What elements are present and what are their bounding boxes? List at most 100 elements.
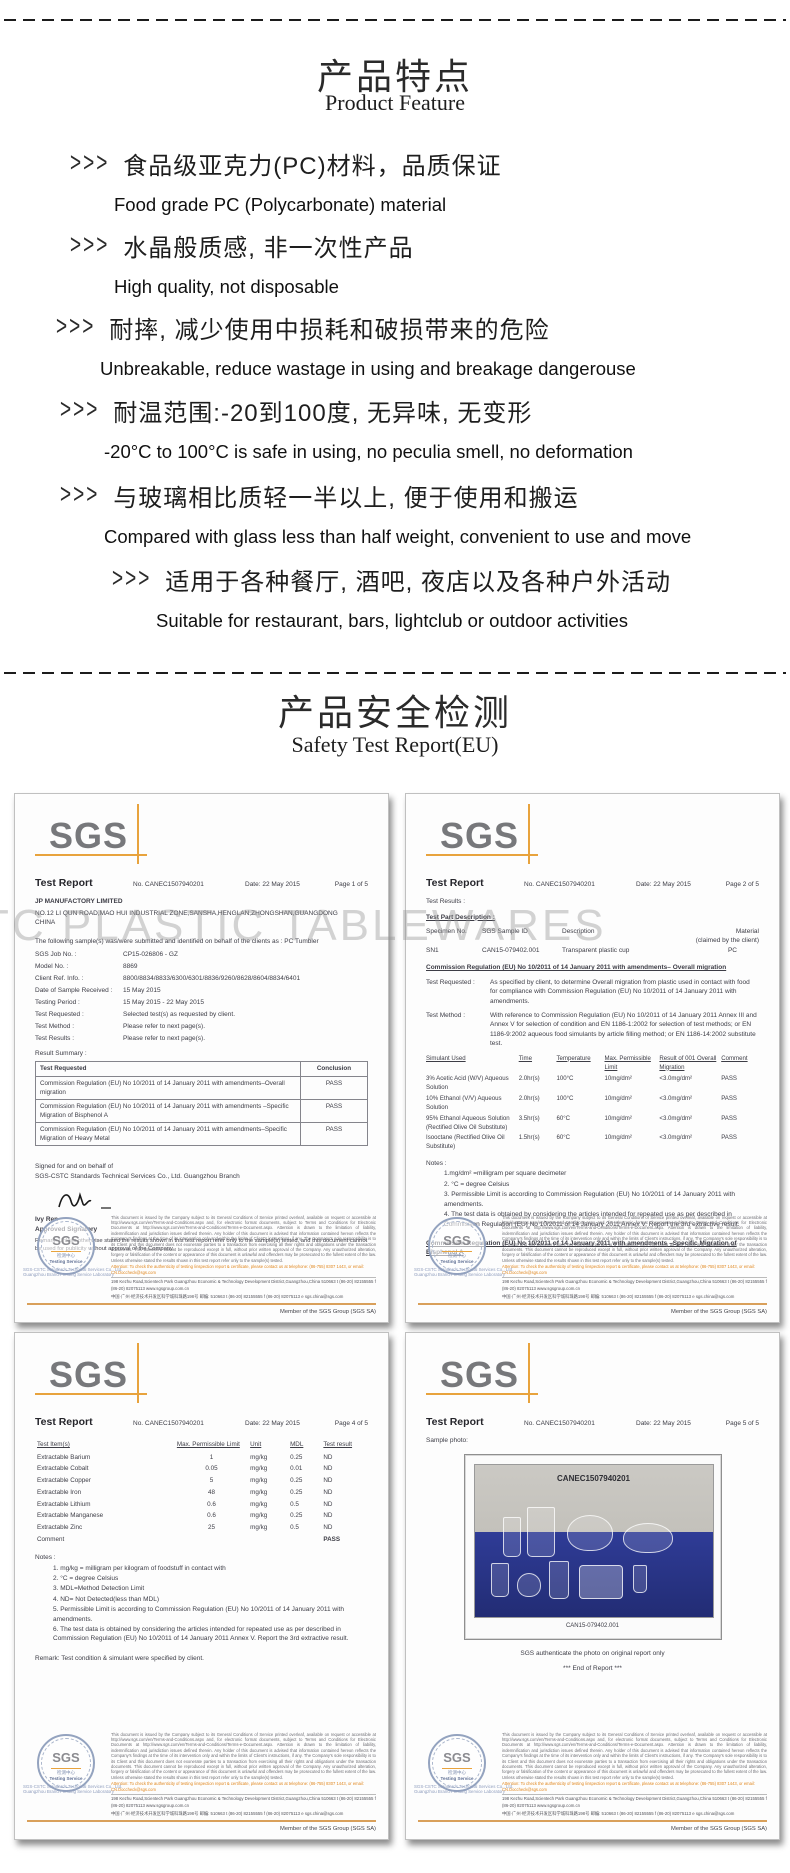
report-header: Test Report No. CANEC1507940201 Date: 22… <box>35 876 368 891</box>
glassware-shape <box>566 1514 613 1551</box>
glassware-shape <box>490 1562 509 1597</box>
logo-accent-line <box>137 804 139 864</box>
address-en: 198 Kezhu Road,Scientech Park Guangzhou … <box>502 1276 767 1292</box>
field-row: Test Results : Please refer to next page(… <box>35 1034 206 1042</box>
report-title: Test Report <box>426 877 484 889</box>
table-row: Extractable Cobalt 0.05 mg/kg 0.01 ND <box>37 1465 333 1473</box>
pass-value: PASS <box>721 1114 737 1122</box>
feature-item: >>> 水晶般质感, 非一次性产品 High quality, not dispo… <box>70 228 414 298</box>
glassware-shape <box>578 1564 623 1599</box>
feature-en: Compared with glass less than half weigh… <box>104 526 692 547</box>
feature-en: Unbreakable, reduce wastage in using and… <box>100 358 636 379</box>
logo-accent-line <box>528 804 530 864</box>
sgs-stamp: SGS 检测中心 Testing Service SGS-CSTC Standa… <box>414 1732 513 1817</box>
table-row: Commission Regulation (EU) No 10/2011 of… <box>35 1075 368 1100</box>
glassware-shape <box>632 1564 647 1593</box>
certificate-footer: SGS 检测中心 Testing Service SGS-CSTC Standa… <box>414 1731 767 1833</box>
field-row: Date of Sample Received :15 May 2015 <box>35 986 161 994</box>
feature-item: >>> 与玻璃相比质轻一半以上, 便于使用和搬运 Compared with gl… <box>60 478 691 548</box>
photo-caption: CAN15-079402.001 <box>565 1622 620 1629</box>
client-address2: CHINA <box>35 919 56 927</box>
field-row: SGS Job No. : CP15-026806 - GZ <box>35 950 178 958</box>
table-row: Commission Regulation (EU) No 10/2011 of… <box>35 1098 368 1124</box>
member-line: Member of the SGS Group (SGS SA) <box>279 1308 376 1315</box>
legal-fineprint: This document is issued by the Company s… <box>502 1214 767 1299</box>
feature-zh: 与玻璃相比质轻一半以上, 便于使用和搬运 <box>113 485 579 512</box>
legal-fineprint: This document is issued by the Company s… <box>502 1731 767 1816</box>
test-results-label: Test Results : <box>426 898 466 906</box>
footer-rule <box>418 1820 767 1823</box>
section1-title-zh: 产品特点 <box>316 57 473 97</box>
feature-item: >>> 适用于各种餐厅, 酒吧, 夜店以及各种户外活动 Suitable for … <box>112 562 671 632</box>
remark-text: Remark: Unless otherwise stated the resu… <box>35 1238 368 1253</box>
sgs-certificate-page1: SGS Test Report No. CANEC1507940201 Date… <box>14 793 389 1323</box>
intro-line: The following sample(s) was/were submitt… <box>35 938 319 946</box>
pass-value: PASS <box>300 1098 368 1124</box>
sgs-logo: SGS <box>426 1343 550 1403</box>
signature-icon <box>58 1192 111 1209</box>
report-number: No. CANEC1507940201 <box>524 1420 595 1427</box>
comment-row: Comment PASS <box>35 1533 368 1545</box>
section2-title-zh: 产品安全检测 <box>277 693 512 733</box>
report-date: Date: 22 May 2015 <box>245 881 300 888</box>
feature-item: >>> 耐温范围:-20到100度, 无异味, 无变形 -20°C to 100°… <box>60 393 633 463</box>
client-company: JP MANUFACTORY LIMITED <box>35 898 123 906</box>
report-number: No. CANEC1507940201 <box>133 881 204 888</box>
report-number: No. CANEC1507940201 <box>133 1420 204 1427</box>
certificate-footer: SGS 检测中心 Testing Service SGS-CSTC Standa… <box>23 1732 376 1833</box>
table-row: Extractable Manganese 0.6 mg/kg 0.25 ND <box>37 1512 333 1520</box>
pass-value: PASS <box>721 1075 737 1083</box>
sgs-stamp: SGS 检测中心 Testing Service SGS-CSTC Standa… <box>414 1215 513 1300</box>
sgs-logo: SGS <box>35 804 159 864</box>
remark-text: Remark: Test condition & simulant were s… <box>35 1654 204 1662</box>
legal-fineprint: This document is issued by the Company s… <box>111 1214 376 1299</box>
table-row: Commission Regulation (EU) No 10/2011 of… <box>35 1122 368 1147</box>
address-cn: 中国·广州·经济技术开发区科学城科珠路198号 邮编: 510663 t (86… <box>502 1810 735 1816</box>
sample-photo-frame: CANEC1507940201 CAN15-079402.001 <box>463 1453 722 1641</box>
field-row: Model No. :8869 <box>35 962 138 970</box>
report-date: Date: 22 May 2015 <box>245 1420 300 1427</box>
notes-label: Notes : <box>35 1554 56 1562</box>
table-row: 10% Ethanol (V/V) Aqueous Solution 2.0hr(… <box>426 1094 759 1114</box>
result-summary-label: Result Summary : <box>35 1050 87 1058</box>
report-header: Test Report No. CANEC1507940201 Date: 22… <box>426 876 759 891</box>
part-description-label: Test Part Description : <box>426 913 495 921</box>
table-row: Extractable Barium 1 mg/kg 0.25 ND <box>37 1453 333 1461</box>
report-header: Test Report No. CANEC1507940201 Date: 22… <box>426 1415 759 1430</box>
col-test-requested: Test Requested <box>35 1061 301 1077</box>
col-conclusion: Conclusion <box>300 1061 368 1077</box>
feature-en: High quality, not disposable <box>114 276 339 297</box>
report-number: No. CANEC1507940201 <box>524 881 595 888</box>
address-cn: 中国·广州·经济技术开发区科学城科珠路198号 邮编: 510663 t (86… <box>111 1810 344 1816</box>
table-row: Extractable Copper 5 mg/kg 0.25 ND <box>37 1477 333 1485</box>
section-divider <box>4 19 786 21</box>
table-row: Isooctane (Rectified Olive Oil Substitut… <box>426 1133 759 1153</box>
logo-accent-line <box>426 854 538 856</box>
sample-photo: CANEC1507940201 <box>473 1463 714 1618</box>
glassware-shape <box>516 1572 541 1597</box>
end-of-report: *** End of Report *** <box>563 1664 622 1672</box>
logo-accent-line <box>137 1343 139 1403</box>
address-cn: 中国·广州·经济技术开发区科学城科珠路198号 邮编: 510663 t (86… <box>111 1293 344 1299</box>
glassware-shape <box>502 1516 521 1557</box>
chevron-icon: >>> <box>60 394 100 425</box>
sgs-certificate-page5: SGS Test Report No. CANEC1507940201 Date… <box>405 1332 780 1840</box>
feature-zh: 耐摔, 减少使用中损耗和破损带来的危险 <box>109 317 550 344</box>
report-date: Date: 22 May 2015 <box>636 1420 691 1427</box>
chevron-icon: >>> <box>70 147 110 178</box>
client-address: NO.12 LI QUN ROAD,MAO HUI INDUSTRIAL ZON… <box>35 909 338 917</box>
report-title: Test Report <box>426 1416 484 1428</box>
migration-table: Simulant Used Time Temperature Max. Perm… <box>426 1055 759 1153</box>
report-page: Page 1 of 5 <box>334 881 368 888</box>
photo-code: CANEC1507940201 <box>557 1473 630 1483</box>
table-row: Extractable Lithium 0.6 mg/kg 0.5 ND <box>37 1500 333 1508</box>
pass-value: PASS <box>300 1122 368 1147</box>
feature-item: >>> 耐摔, 减少使用中损耗和破损带来的危险 Unbreakable, redu… <box>56 310 636 380</box>
logo-accent-line <box>35 854 147 856</box>
glassware-shape <box>622 1522 673 1553</box>
feature-zh: 水晶般质感, 非一次性产品 <box>123 235 414 262</box>
pass-value: PASS <box>721 1134 737 1142</box>
report-date: Date: 22 May 2015 <box>636 881 691 888</box>
report-page: Page 2 of 5 <box>725 881 759 888</box>
